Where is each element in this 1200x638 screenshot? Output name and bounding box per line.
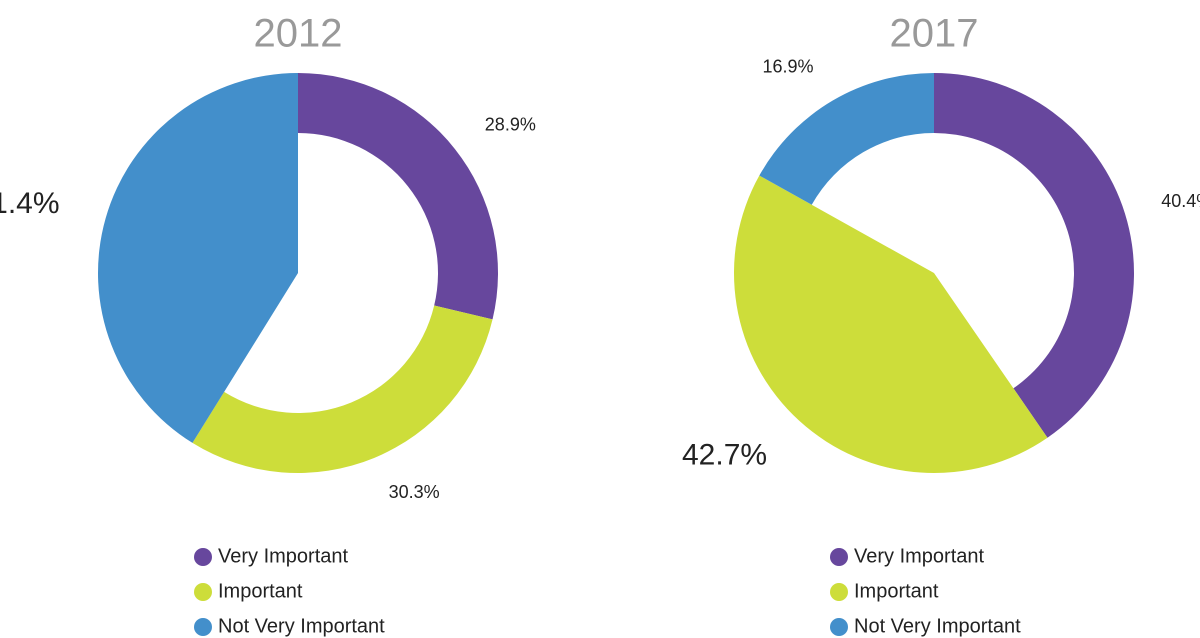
- legend-label: Important: [854, 580, 939, 602]
- pie-slice: [98, 73, 299, 443]
- data-label: 16.9%: [762, 57, 813, 77]
- pie-slice: [759, 73, 934, 205]
- chart-title: 2017: [890, 12, 979, 56]
- legend-marker: [830, 618, 848, 636]
- pie-slice: [734, 175, 1048, 473]
- data-label: 41.4%: [0, 187, 60, 220]
- pie-slice: [934, 73, 1134, 438]
- legend-marker: [194, 583, 212, 601]
- data-label: 40.4%: [1161, 191, 1200, 211]
- legend-marker: [194, 548, 212, 566]
- legend-marker: [194, 618, 212, 636]
- data-label: 42.7%: [682, 438, 767, 471]
- data-label: 30.3%: [389, 482, 440, 502]
- legend-label: Very Important: [854, 545, 985, 567]
- legend-label: Important: [218, 580, 303, 602]
- data-label: 28.9%: [485, 114, 536, 134]
- legend-marker: [830, 583, 848, 601]
- legend-label: Not Very Important: [218, 615, 385, 637]
- chart-title: 2012: [254, 12, 343, 56]
- legend-marker: [830, 548, 848, 566]
- legend-label: Not Very Important: [854, 615, 1021, 637]
- legend-label: Very Important: [218, 545, 349, 567]
- pie-slice: [192, 305, 493, 473]
- pie-slice: [298, 73, 498, 320]
